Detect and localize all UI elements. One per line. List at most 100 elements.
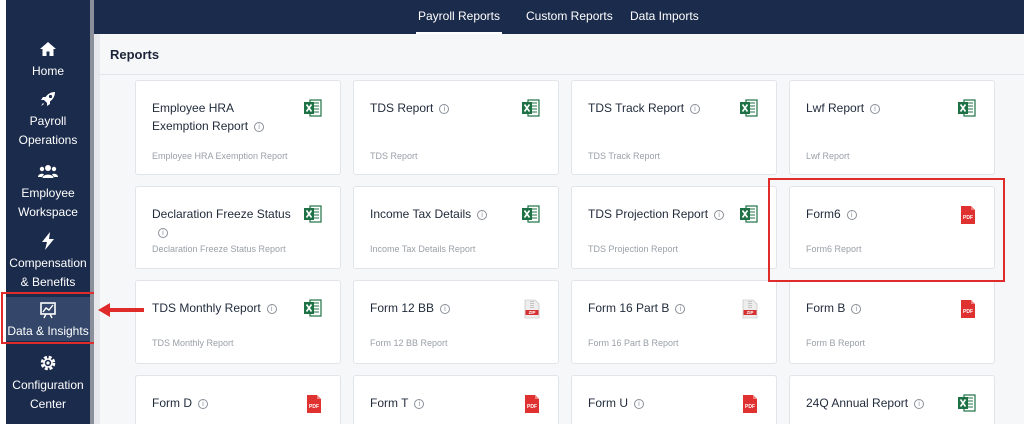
pointer-arrow xyxy=(98,303,144,317)
report-card[interactable]: TDS Track Report i TDS Track Report xyxy=(571,80,777,175)
report-card[interactable]: Form U i PDF xyxy=(571,375,777,424)
info-icon[interactable]: i xyxy=(158,228,168,238)
report-card[interactable]: Form T i PDF xyxy=(353,375,559,424)
excel-download-icon[interactable] xyxy=(522,99,540,122)
info-icon[interactable]: i xyxy=(440,304,451,314)
report-card-title: Income Tax Details i xyxy=(370,205,510,223)
sidebar-item-compensation-benefits[interactable]: Compensation & Benefits xyxy=(6,230,90,292)
report-card[interactable]: Form6 i Form6 Report PDF xyxy=(789,186,995,269)
excel-download-icon[interactable] xyxy=(304,99,322,122)
report-card-subtitle: TDS Projection Report xyxy=(588,244,679,254)
report-card-subtitle: Form 16 Part B Report xyxy=(588,338,679,348)
form6-highlight-box xyxy=(768,178,1005,282)
report-card[interactable]: Form 12 BB i Form 12 BB Report ZIP xyxy=(353,280,559,364)
report-card-title-text: Lwf Report xyxy=(806,101,865,115)
report-card-title-text: Form6 xyxy=(806,207,841,221)
report-card[interactable]: Form 16 Part B i Form 16 Part B Report ZIP xyxy=(571,280,777,364)
info-icon[interactable]: i xyxy=(690,104,701,114)
info-icon[interactable]: i xyxy=(254,122,265,132)
svg-text:PDF: PDF xyxy=(745,404,755,410)
report-card-title-text: Income Tax Details xyxy=(370,207,472,221)
report-card-title-text: Declaration Freeze Status xyxy=(152,207,291,221)
excel-download-icon[interactable] xyxy=(958,99,976,122)
report-card[interactable]: Form D i PDF xyxy=(135,375,341,424)
tab-custom-reports[interactable]: Custom Reports xyxy=(526,9,613,23)
report-card-title: Lwf Report i xyxy=(806,99,946,117)
sidebar-item-label: Data & Insights xyxy=(7,324,89,338)
info-icon[interactable]: i xyxy=(914,399,925,409)
report-card-title: Form 12 BB i xyxy=(370,299,510,317)
svg-text:PDF: PDF xyxy=(527,404,537,410)
sidebar-item-payroll-operations[interactable]: Payroll Operations xyxy=(6,88,90,150)
pdf-download-icon[interactable]: PDF xyxy=(524,394,540,419)
reports-content: Reports Employee HRA Exemption Report i Em… xyxy=(94,34,1024,424)
pdf-download-icon[interactable]: PDF xyxy=(960,299,976,324)
info-icon[interactable]: i xyxy=(851,304,862,314)
report-card-title: Form U i xyxy=(588,394,728,412)
chart-board-icon xyxy=(37,299,59,320)
report-card[interactable]: Declaration Freeze Statusi Declaration Fr… xyxy=(135,186,341,269)
info-icon[interactable]: i xyxy=(439,104,450,114)
report-card-title-text: Form T xyxy=(370,396,409,410)
report-card-title-text: 24Q Annual Report xyxy=(806,396,909,410)
info-icon[interactable]: i xyxy=(414,399,425,409)
report-card[interactable]: TDS Monthly Report i TDS Monthly Report xyxy=(135,280,341,364)
report-card[interactable]: Income Tax Details i Income Tax Details Re… xyxy=(353,186,559,269)
info-icon[interactable]: i xyxy=(714,210,725,220)
sidebar-item-configuration-center[interactable]: Configuration Center xyxy=(6,352,90,414)
report-card[interactable]: TDS Report i TDS Report xyxy=(353,80,559,175)
sidebar-item-home[interactable]: Home xyxy=(6,38,90,81)
sidebar-highlight-box xyxy=(1,292,96,344)
svg-text:PDF: PDF xyxy=(963,215,973,221)
pdf-download-icon[interactable]: PDF xyxy=(306,394,322,419)
info-icon[interactable]: i xyxy=(870,104,881,114)
zip-download-icon[interactable]: ZIP xyxy=(742,299,758,324)
sidebar-item-label: Payroll Operations xyxy=(18,114,78,147)
report-card-title: Employee HRA Exemption Report i xyxy=(152,99,292,135)
tab-payroll-reports[interactable]: Payroll Reports xyxy=(416,0,502,34)
sidebar-item-data-insights[interactable]: Data & Insights xyxy=(6,297,90,341)
info-icon[interactable]: i xyxy=(198,399,208,409)
info-icon[interactable]: i xyxy=(675,304,686,314)
info-icon[interactable]: i xyxy=(846,210,857,220)
report-card[interactable]: Employee HRA Exemption Report i Employee H… xyxy=(135,80,341,175)
report-card-title: TDS Track Report i xyxy=(588,99,728,117)
excel-download-icon[interactable] xyxy=(740,99,758,122)
report-card-subtitle: TDS Report xyxy=(370,151,418,161)
report-card[interactable]: Lwf Report i Lwf Report xyxy=(789,80,995,175)
report-card-title-text: TDS Projection Report xyxy=(588,207,709,221)
info-icon[interactable]: i xyxy=(266,304,277,314)
report-card-subtitle: Income Tax Details Report xyxy=(370,244,476,254)
excel-download-icon[interactable] xyxy=(304,205,322,228)
excel-download-icon[interactable] xyxy=(958,394,976,417)
report-card-title-text: Form B xyxy=(806,301,846,315)
info-icon[interactable]: i xyxy=(477,210,488,220)
report-card[interactable]: 24Q Annual Report i xyxy=(789,375,995,424)
excel-download-icon[interactable] xyxy=(522,205,540,228)
excel-download-icon[interactable] xyxy=(740,205,758,228)
report-card-title-text: TDS Monthly Report xyxy=(152,301,261,315)
report-card-subtitle: Lwf Report xyxy=(806,151,850,161)
svg-text:ZIP: ZIP xyxy=(529,310,536,315)
pdf-download-icon[interactable]: PDF xyxy=(742,394,758,419)
zip-download-icon[interactable]: ZIP xyxy=(524,299,540,324)
report-card-subtitle: Form 12 BB Report xyxy=(370,338,448,348)
report-card-title: 24Q Annual Report i xyxy=(806,394,946,412)
report-card-title-text: TDS Track Report xyxy=(588,101,685,115)
sidebar-item-label: Employee Workspace xyxy=(18,186,78,219)
tab-data-imports[interactable]: Data Imports xyxy=(630,9,699,23)
pdf-download-icon[interactable]: PDF xyxy=(960,205,976,230)
report-card[interactable]: Form B i Form B Report PDF xyxy=(789,280,995,364)
report-card-title-text: Form 16 Part B xyxy=(588,301,670,315)
excel-download-icon[interactable] xyxy=(304,299,322,322)
sidebar-item-label: Home xyxy=(31,64,64,78)
report-card-subtitle: Form B Report xyxy=(806,338,866,348)
report-card[interactable]: TDS Projection Report i TDS Projection Rep… xyxy=(571,186,777,269)
report-card-subtitle: Employee HRA Exemption Report xyxy=(152,151,288,161)
info-icon[interactable]: i xyxy=(634,399,644,409)
report-card-title-text: TDS Report xyxy=(370,101,434,115)
sidebar-item-employee-workspace[interactable]: Employee Workspace xyxy=(6,160,90,222)
left-edge xyxy=(0,0,6,424)
report-card-title: TDS Monthly Report i xyxy=(152,299,292,317)
svg-text:PDF: PDF xyxy=(309,404,319,410)
